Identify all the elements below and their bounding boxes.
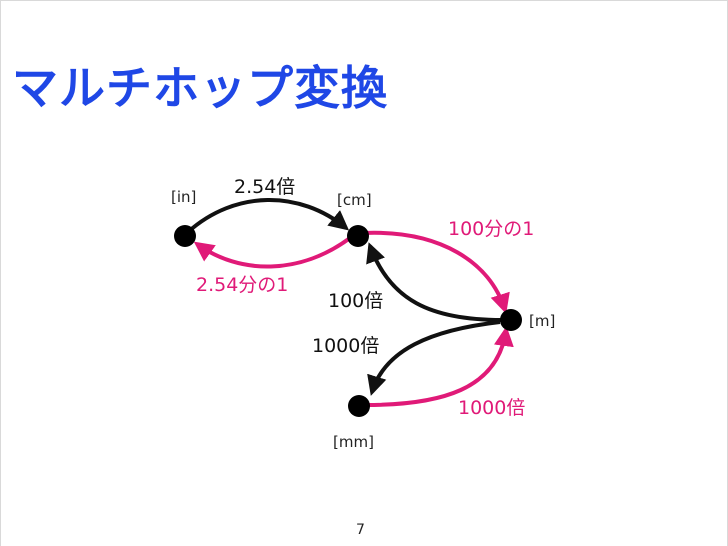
slide-title: マルチホップ変換 (12, 61, 388, 115)
node-cm (347, 225, 369, 247)
page-number: 7 (356, 522, 365, 538)
node-label-in: [in] (171, 188, 196, 206)
slide-border-top (0, 0, 728, 1)
edge-label-cm-to-in: 2.54分の1 (196, 274, 288, 296)
node-label-mm: [mm] (333, 433, 374, 451)
edge-label-in-to-cm: 2.54倍 (234, 176, 295, 198)
edge-label-m-to-mm: 1000倍 (312, 335, 379, 357)
node-mm (348, 395, 370, 417)
edge-mm-to-m (365, 326, 514, 407)
edge-cm-to-m (363, 230, 510, 314)
node-m (500, 309, 522, 331)
edge-label-m-to-cm: 100倍 (328, 290, 383, 312)
edge-label-cm-to-m: 100分の1 (448, 218, 534, 240)
node-label-cm: [cm] (337, 191, 372, 209)
edge-m-to-cm (366, 242, 503, 322)
edge-m-to-mm (367, 320, 501, 396)
node-label-m: [m] (529, 312, 555, 330)
slide-border-left (0, 0, 1, 546)
edge-in-to-cm (186, 198, 350, 234)
node-in (174, 225, 196, 247)
edge-cm-to-in (193, 236, 352, 269)
edge-label-mm-to-m: 1000倍 (458, 397, 525, 419)
